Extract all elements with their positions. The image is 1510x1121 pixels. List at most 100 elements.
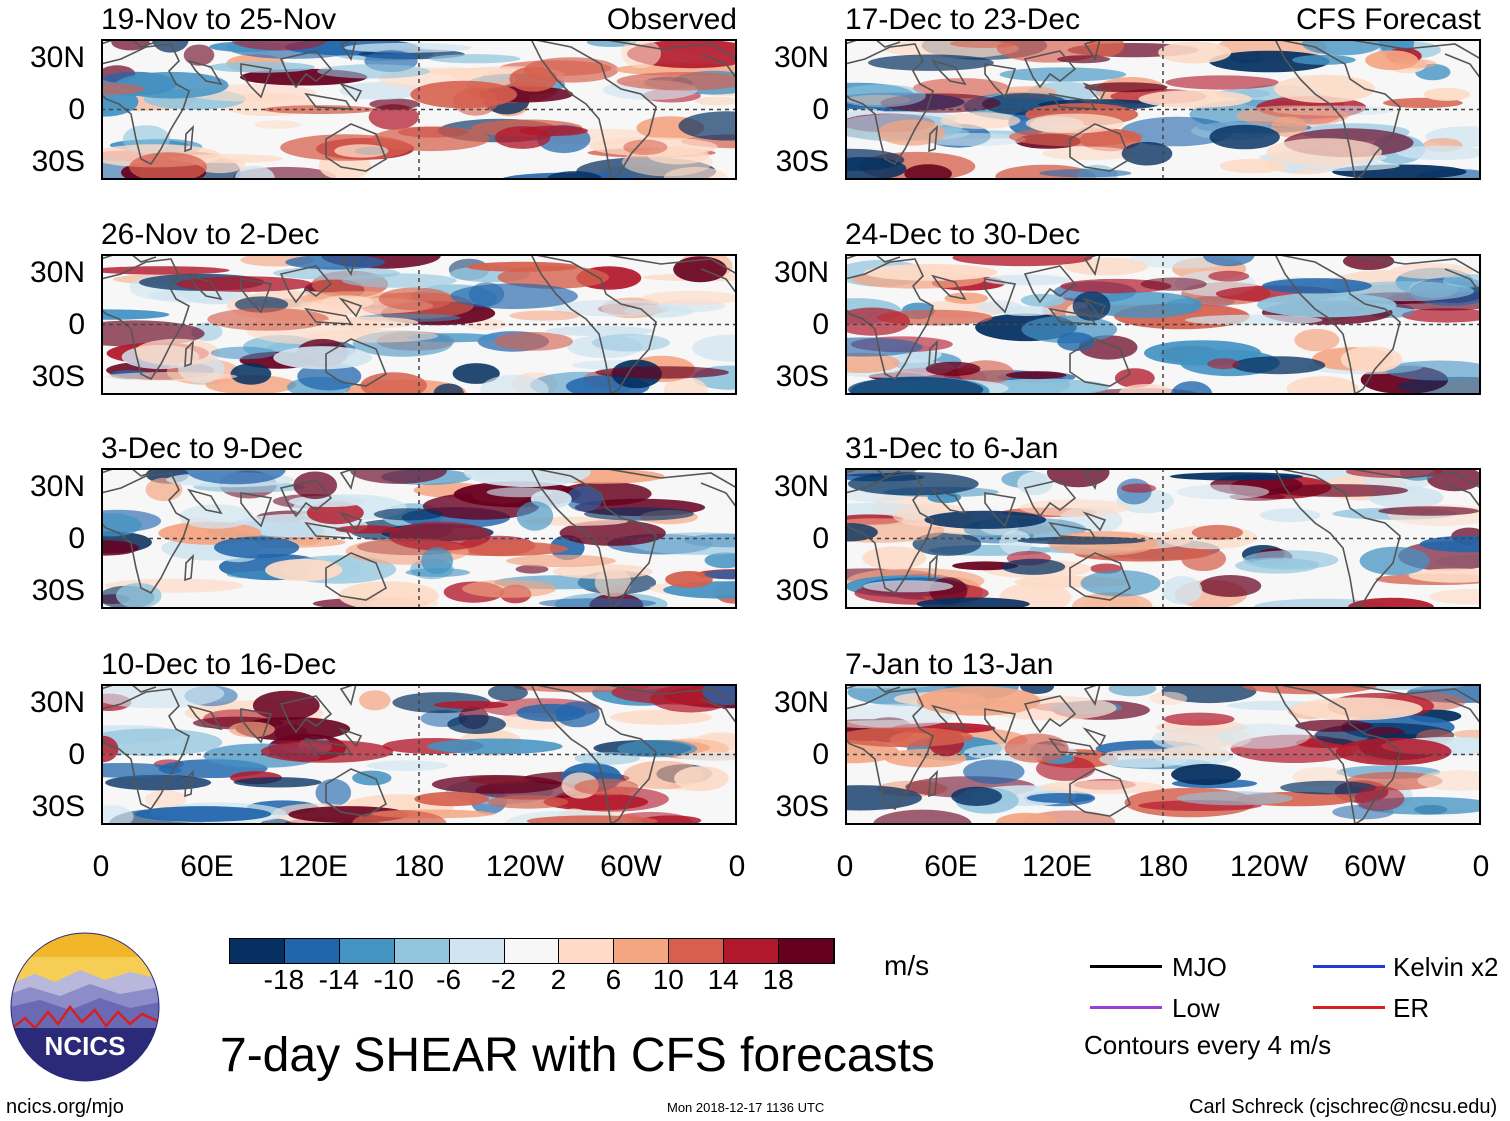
- shear-blob: [366, 760, 448, 771]
- panel-title: 19-Nov to 25-Nov: [101, 3, 337, 36]
- legend-label: MJO: [1172, 952, 1227, 982]
- shear-blob: [998, 306, 1055, 316]
- coastline-path: [1082, 727, 1107, 748]
- shear-field: [61, 676, 794, 839]
- coastlines: [844, 682, 1482, 826]
- shear-blob: [617, 739, 698, 758]
- shear-blob: [494, 332, 573, 351]
- shear-blob: [538, 598, 657, 609]
- coastline-path: [1444, 698, 1482, 725]
- coastline-path: [1082, 511, 1107, 532]
- longitude-label: 120E: [277, 850, 349, 883]
- coastline-path: [931, 488, 967, 515]
- main-title: 7-day SHEAR with CFS forecasts: [220, 1029, 935, 1082]
- shear-map: [68, 455, 795, 619]
- shear-blob: [389, 521, 491, 551]
- coastline-path: [187, 704, 223, 731]
- coastline-path: [529, 682, 657, 826]
- coastlines: [100, 252, 738, 396]
- coastline-path: [339, 252, 358, 276]
- legend-label: Kelvin x2: [1393, 952, 1499, 982]
- shear-blob: [952, 249, 1093, 267]
- latitude-label: 0: [812, 738, 829, 771]
- coastline-path: [928, 124, 938, 153]
- shear-blob: [1219, 158, 1287, 174]
- shear-blob: [1057, 332, 1095, 352]
- shear-blob: [447, 714, 506, 734]
- shear-blob: [616, 72, 750, 91]
- coastline-path: [1023, 479, 1077, 518]
- shear-blob: [674, 766, 729, 791]
- shear-blob: [1232, 356, 1326, 375]
- shear-blob: [1207, 358, 1240, 370]
- shear-blob: [134, 338, 220, 366]
- shear-blob: [105, 774, 212, 791]
- latitude-label: 30N: [773, 686, 829, 719]
- shear-blob: [373, 508, 443, 521]
- shear-blob: [317, 64, 430, 79]
- coastline-path: [600, 683, 738, 705]
- shear-blob: [1209, 124, 1280, 150]
- coastline-path: [339, 682, 358, 706]
- longitude-label: 120E: [1021, 850, 1093, 883]
- shear-blob: [673, 256, 727, 283]
- shear-blob: [1185, 314, 1323, 326]
- colorbar-swatch: [339, 939, 395, 963]
- colorbar-swatch: [559, 939, 615, 963]
- longitude-label: 0: [92, 850, 110, 883]
- coastlines: [100, 682, 738, 826]
- shear-blob: [254, 120, 301, 129]
- shear-blob: [863, 580, 954, 593]
- colorbar-tick-label: -18: [263, 964, 305, 995]
- shear-map-panel: [68, 455, 795, 619]
- colorbar-tick-label: 18: [762, 964, 794, 995]
- coastline-path: [984, 492, 1017, 528]
- shear-blob: [1191, 524, 1244, 541]
- panel-frame: [845, 468, 1481, 609]
- coastline-path: [1344, 38, 1482, 60]
- shear-blob: [1169, 472, 1303, 481]
- shear-blob: [1273, 74, 1376, 103]
- coastline-path: [844, 472, 934, 595]
- shear-blob: [1181, 546, 1227, 571]
- latitude-label: 0: [68, 522, 85, 555]
- shear-blob: [963, 759, 1025, 784]
- shear-blob: [335, 525, 400, 534]
- shear-blob: [1209, 50, 1330, 73]
- shear-blob: [116, 583, 162, 609]
- coastline-path: [339, 466, 358, 490]
- shear-blob: [1019, 499, 1131, 517]
- shear-blob: [210, 346, 277, 360]
- shear-blob: [1235, 557, 1319, 574]
- latitude-label: 30S: [31, 360, 85, 393]
- shear-blob: [999, 530, 1033, 555]
- shear-blob: [515, 564, 549, 574]
- shear-blob: [1365, 50, 1418, 71]
- colorbar-tick-label: -2: [491, 964, 516, 995]
- legend-note: Contours every 4 m/s: [1084, 1030, 1332, 1060]
- shear-blob: [951, 786, 1002, 806]
- shear-blob: [1401, 308, 1492, 323]
- coastline-path: [1023, 265, 1077, 304]
- shear-map-panel: [797, 674, 1510, 839]
- coastline-path: [1082, 82, 1107, 103]
- shear-blob: [952, 561, 1019, 571]
- shear-blob: [1423, 87, 1471, 101]
- shear-blob: [1343, 252, 1395, 270]
- latitude-label: 0: [812, 93, 829, 126]
- shear-blob: [273, 266, 400, 280]
- shear-blob: [265, 558, 343, 582]
- coastline-path: [339, 37, 358, 61]
- colorbar-swatch: [779, 939, 834, 963]
- coastlines: [100, 466, 738, 610]
- coastline-path: [338, 82, 363, 103]
- coastline-path: [100, 472, 190, 595]
- coastline-path: [325, 552, 387, 601]
- coastline-path: [931, 59, 967, 86]
- shear-blob: [1106, 748, 1232, 758]
- shear-blob: [233, 777, 322, 788]
- footer-url[interactable]: ncics.org/mjo: [6, 1096, 124, 1118]
- panel-title: 7-Jan to 13-Jan: [845, 648, 1054, 681]
- shear-blob: [304, 329, 439, 343]
- coastline-path: [928, 769, 938, 798]
